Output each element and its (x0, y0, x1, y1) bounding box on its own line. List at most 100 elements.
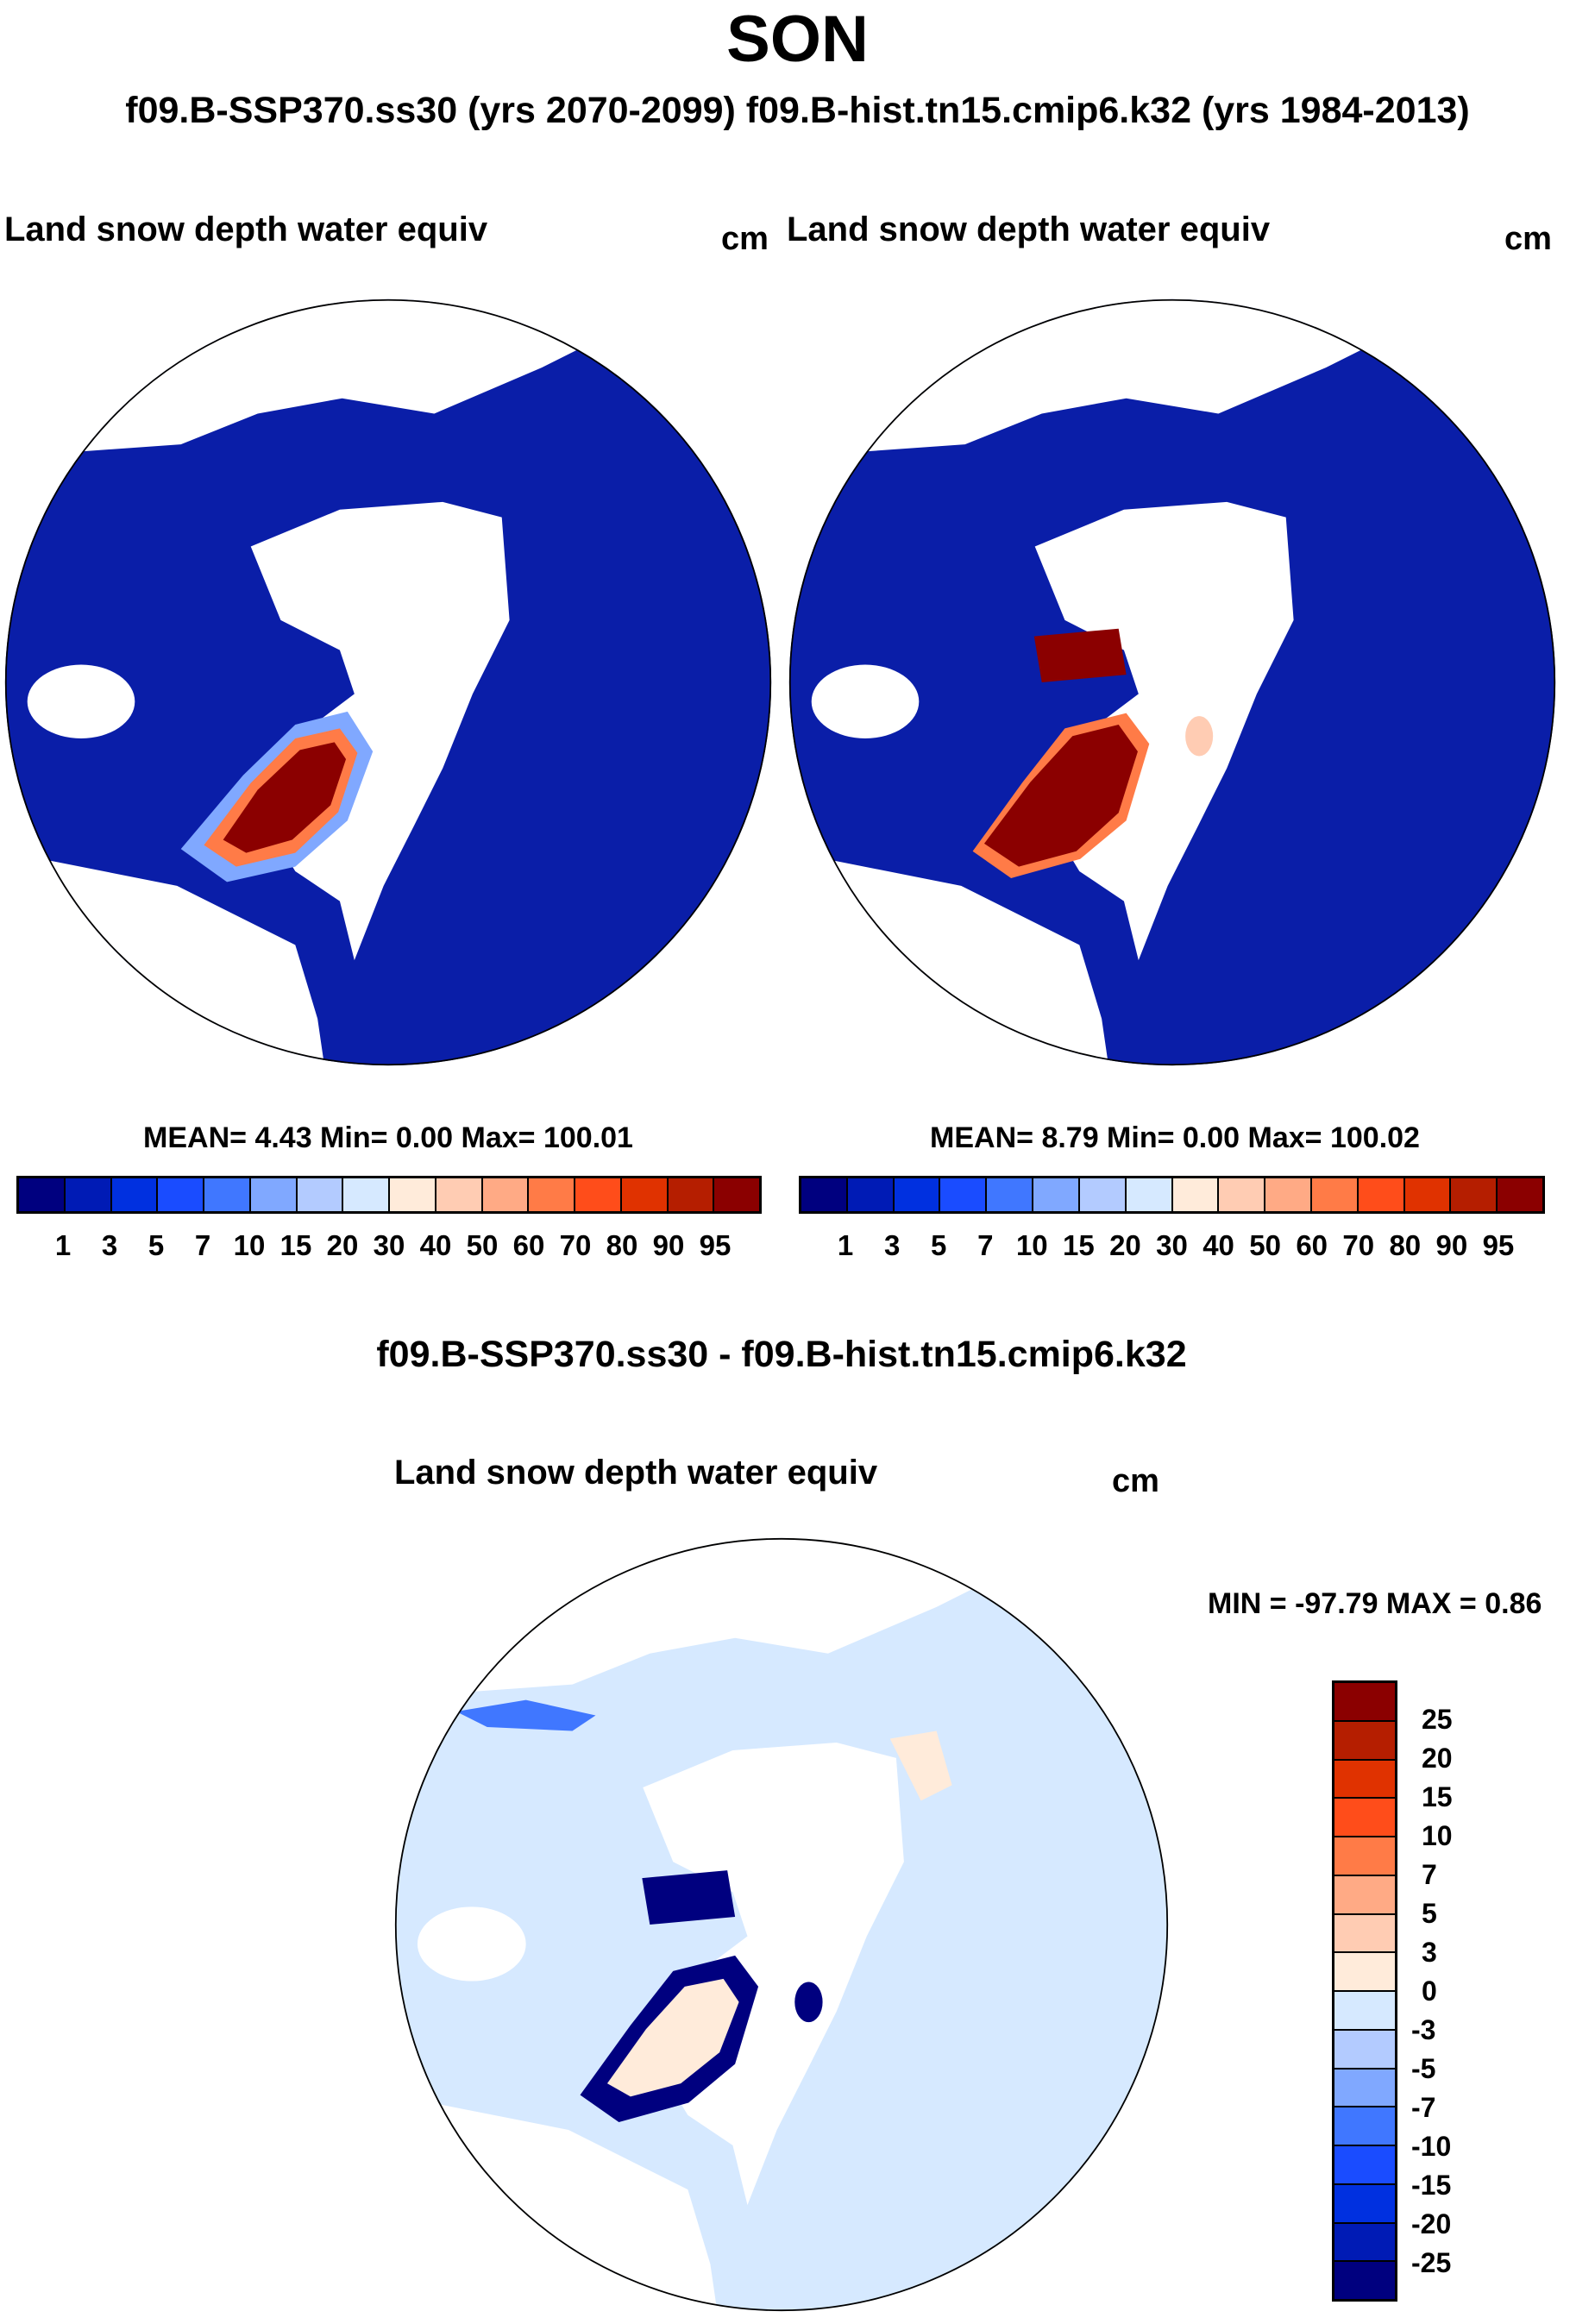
colorbar-box (1334, 1837, 1395, 1876)
colorbar-box (390, 1178, 436, 1211)
positive-change-area (889, 1730, 952, 1801)
colorbar-tick-label: 3 (1422, 1937, 1437, 1968)
colorbar-box (529, 1178, 575, 1211)
colorbar-tick-label: -20 (1411, 2208, 1452, 2239)
difference-title: f09.B-SSP370.ss30 - f09.B-hist.tn15.cmip… (376, 1334, 1187, 1375)
right-panel-units: cm (1504, 221, 1552, 257)
diff-panel-stats: MIN = -97.79 MAX = 0.86 (1208, 1587, 1542, 1620)
colorbar-tick-label: 1 (837, 1229, 854, 1261)
subtitle: f09.B-SSP370.ss30 (yrs 2070-2099) f09.B-… (125, 90, 1470, 131)
colorbar-box (1334, 1953, 1395, 1992)
colorbar-box (621, 1178, 669, 1211)
colorbar-box (1265, 1178, 1312, 1211)
colorbar-box (714, 1178, 759, 1211)
colorbar-tick-label: 90 (1435, 1229, 1468, 1261)
left-polar-map (4, 298, 772, 1066)
colorbar-box (1334, 1721, 1395, 1761)
colorbar-box (801, 1178, 848, 1211)
colorbar-box (1334, 2030, 1395, 2070)
colorbar-box (1334, 1799, 1395, 1837)
colorbar-box (1334, 2262, 1395, 2299)
colorbar-tick-label: 1 (54, 1229, 72, 1261)
colorbar-tick-label: 25 (1422, 1704, 1453, 1735)
colorbar-tick-label: -3 (1411, 2014, 1436, 2045)
colorbar-box (1334, 2223, 1395, 2263)
colorbar-tick-label: 5 (148, 1229, 165, 1261)
colorbar-tick-label: 10 (1015, 1229, 1048, 1261)
colorbar-tick-label: 7 (194, 1229, 211, 1261)
colorbar-tick-label: 50 (466, 1229, 499, 1261)
colorbar-box (1334, 2069, 1395, 2108)
colorbar-box (1033, 1178, 1080, 1211)
colorbar-box (668, 1178, 715, 1211)
colorbar-tick-label: 3 (883, 1229, 901, 1261)
colorbar-tick-label: 60 (512, 1229, 545, 1261)
colorbar-box (1334, 2107, 1395, 2146)
colorbar-box (297, 1178, 344, 1211)
colorbar-tick-label: -10 (1411, 2131, 1452, 2162)
difference-polar-map (394, 1537, 1169, 2312)
colorbar-tick-label: 40 (419, 1229, 452, 1261)
colorbar-tick-label: 3 (101, 1229, 118, 1261)
colorbar-tick-label: 95 (1482, 1229, 1515, 1261)
colorbar-tick-label: 20 (1109, 1229, 1141, 1261)
colorbar-box (111, 1178, 159, 1211)
colorbar-tick-label: -25 (1411, 2247, 1452, 2278)
hudson-bay (27, 664, 135, 738)
colorbar-box (1126, 1178, 1173, 1211)
colorbar-tick-label: 7 (977, 1229, 994, 1261)
colorbar-box (1334, 2184, 1395, 2224)
colorbar-tick-label: 80 (606, 1229, 638, 1261)
left-colorbar (16, 1176, 762, 1214)
colorbar-tick-label: -15 (1411, 2170, 1452, 2201)
colorbar-box (158, 1178, 204, 1211)
left-panel-stats: MEAN= 4.43 Min= 0.00 Max= 100.01 (143, 1121, 633, 1154)
colorbar-tick-label: 7 (1422, 1859, 1437, 1890)
colorbar-tick-label: 0 (1422, 1975, 1437, 2007)
colorbar-box (250, 1178, 298, 1211)
ellesmere-loss (642, 1870, 736, 1925)
svalbard-loss (794, 1982, 823, 2023)
negative-change-area (455, 1699, 596, 1731)
colorbar-tick-label: 5 (1422, 1898, 1437, 1929)
main-title: SON (726, 3, 869, 76)
right-colorbar (799, 1176, 1545, 1214)
colorbar-box (1498, 1178, 1542, 1211)
diff-panel-units: cm (1112, 1463, 1159, 1499)
colorbar-box (894, 1178, 941, 1211)
colorbar-box (1451, 1178, 1498, 1211)
colorbar-tick-label: 10 (233, 1229, 266, 1261)
colorbar-box (1334, 1992, 1395, 2031)
colorbar-tick-label: 15 (279, 1229, 312, 1261)
diff-panel-label: Land snow depth water equiv (394, 1454, 878, 1492)
colorbar-tick-label: 15 (1063, 1229, 1095, 1261)
colorbar-box (1172, 1178, 1220, 1211)
colorbar-tick-label: 40 (1203, 1229, 1234, 1261)
map-border (394, 1537, 1169, 2312)
colorbar-tick-label: 5 (931, 1229, 947, 1261)
colorbar-tick-label: 20 (326, 1229, 359, 1261)
colorbar-tick-label: 70 (1342, 1229, 1375, 1261)
colorbar-box (1079, 1178, 1127, 1211)
colorbar-box (1334, 1760, 1395, 1800)
colorbar-tick-label: 95 (699, 1229, 732, 1261)
colorbar-box (575, 1178, 622, 1211)
colorbar-box (847, 1178, 895, 1211)
colorbar-tick-label: 50 (1249, 1229, 1281, 1261)
ellesmere-snow (1033, 628, 1127, 682)
colorbar-box (1334, 1875, 1395, 1915)
colorbar-tick-label: 70 (559, 1229, 592, 1261)
svalbard-snow (1185, 716, 1214, 757)
colorbar-tick-label: 10 (1422, 1820, 1453, 1851)
colorbar-tick-label: -7 (1411, 2092, 1436, 2123)
colorbar-box (1219, 1178, 1266, 1211)
colorbar-box (1311, 1178, 1359, 1211)
right-panel-label: Land snow depth water equiv (787, 210, 1271, 248)
colorbar-box (1358, 1178, 1405, 1211)
colorbar-tick-label: 80 (1389, 1229, 1422, 1261)
colorbar-tick-label: 15 (1422, 1781, 1453, 1812)
colorbar-box (65, 1178, 112, 1211)
greenland-interior (606, 1978, 739, 2097)
colorbar-box (482, 1178, 530, 1211)
greenland-ice-sheet (983, 724, 1138, 867)
